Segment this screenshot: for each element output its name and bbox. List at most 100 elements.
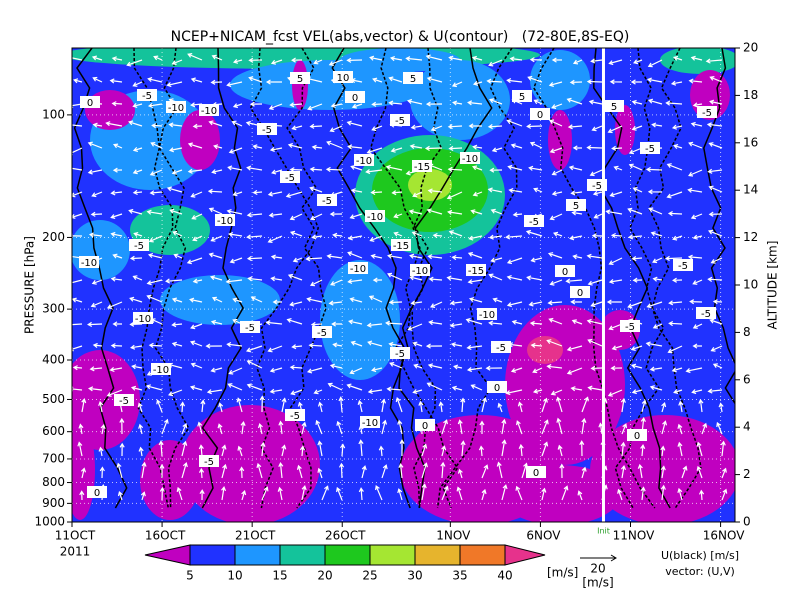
wind-vector xyxy=(148,342,163,348)
wind-vector xyxy=(117,491,123,501)
wind-vector xyxy=(460,397,466,413)
x-tick-label: 11NOV xyxy=(613,529,655,543)
wind-vector xyxy=(197,421,203,435)
wind-vector xyxy=(471,165,483,171)
wind-vector xyxy=(489,167,503,173)
wind-vector xyxy=(87,141,103,149)
wind-vector xyxy=(289,230,303,237)
wind-vector xyxy=(710,257,723,264)
contour-label-box xyxy=(477,308,497,320)
wind-vector xyxy=(668,320,683,327)
contour-label: -10 xyxy=(81,258,97,269)
wind-vector xyxy=(179,401,186,413)
wind-vector xyxy=(366,147,383,155)
wind-vector xyxy=(627,301,643,309)
wind-vector xyxy=(541,397,548,413)
y2-tick-label: 18 xyxy=(743,88,758,102)
wind-vector xyxy=(228,367,243,375)
contour-label-box xyxy=(696,307,716,319)
contour-label: 10 xyxy=(337,73,350,84)
contour-label: 0 xyxy=(562,267,568,278)
wind-vector xyxy=(472,80,483,86)
wind-vector xyxy=(278,420,284,435)
wind-vector xyxy=(388,299,403,305)
contour-label-box xyxy=(87,486,107,498)
contour-label-box xyxy=(215,214,235,226)
y2-tick-label: 0 xyxy=(743,515,751,529)
wind-vector xyxy=(306,367,323,374)
wind-vector xyxy=(326,140,343,149)
wind-vector xyxy=(289,213,303,221)
wind-vector xyxy=(349,297,363,303)
wind-vector xyxy=(640,486,646,501)
wind-vector xyxy=(246,360,263,369)
wind-vector xyxy=(190,362,203,369)
contour-label-box xyxy=(412,160,432,172)
plot-area: -5 -10 -10 0 -5 5 10 5 0 5 -5 0 -10 -15 -10 -5 -5 -10 -10 -… xyxy=(72,48,735,522)
wind-vector xyxy=(389,56,403,62)
wind-vector xyxy=(369,235,383,242)
wind-vector xyxy=(529,320,543,326)
wind-vector xyxy=(425,101,443,107)
wind-vector xyxy=(678,400,684,413)
wind-vector xyxy=(165,278,183,284)
wind-vector xyxy=(291,125,303,131)
vector-key-unit: [m/s] xyxy=(582,576,613,590)
wind-vector xyxy=(171,322,183,328)
wind-vector xyxy=(677,441,683,457)
wind-vector xyxy=(349,213,363,220)
wind-vector xyxy=(609,191,623,198)
wind-vector xyxy=(471,55,483,61)
wind-vector xyxy=(289,301,303,307)
wind-vector xyxy=(248,57,263,63)
x-tick-label: 6NOV xyxy=(526,529,561,543)
wind-vector xyxy=(317,401,323,413)
contour-label: -10 xyxy=(153,365,169,376)
wind-vector xyxy=(112,143,123,149)
wind-vector xyxy=(427,188,443,194)
wind-vector xyxy=(661,420,668,435)
wind-vector xyxy=(666,163,683,171)
wind-vector xyxy=(338,462,345,479)
wind-vector xyxy=(111,56,123,62)
wind-vector xyxy=(385,320,403,326)
wind-vector xyxy=(249,101,263,107)
contour-label-box xyxy=(199,104,219,116)
wind-vector xyxy=(331,321,342,327)
wind-vector xyxy=(210,235,223,242)
wind-vector xyxy=(405,56,423,62)
wind-vector xyxy=(510,367,523,373)
wind-vector xyxy=(72,122,83,127)
wind-vector xyxy=(609,79,623,85)
contour-label-box xyxy=(524,215,544,227)
wind-vector xyxy=(259,395,265,413)
colorbar-label: 10 xyxy=(227,569,242,583)
wind-vector xyxy=(269,367,283,373)
colorbar-box xyxy=(279,544,326,566)
wind-vector xyxy=(708,229,723,237)
wind-vector xyxy=(407,323,423,331)
wind-vector xyxy=(501,484,508,501)
year-label: 2011 xyxy=(60,545,91,559)
wind-vector xyxy=(106,389,123,397)
wind-vector xyxy=(706,122,723,128)
wind-vector xyxy=(710,345,723,352)
colorbar-label: 20 xyxy=(317,569,332,583)
wind-vector xyxy=(692,234,703,240)
wind-vector xyxy=(485,365,503,371)
wind-vector xyxy=(267,345,283,353)
wind-vector xyxy=(292,257,303,263)
wind-vector xyxy=(393,231,403,237)
wind-vector xyxy=(427,254,443,260)
wind-vector xyxy=(399,439,405,456)
wind-vector xyxy=(481,488,487,501)
wind-vector xyxy=(286,318,303,325)
wind-vector xyxy=(687,254,703,260)
wind-vector xyxy=(226,341,243,348)
wind-vector xyxy=(712,299,723,305)
wind-vector xyxy=(269,147,283,153)
wind-vector xyxy=(556,417,563,435)
contour-line xyxy=(137,48,178,509)
contour-label-box xyxy=(555,265,575,277)
wind-vector xyxy=(541,487,547,501)
